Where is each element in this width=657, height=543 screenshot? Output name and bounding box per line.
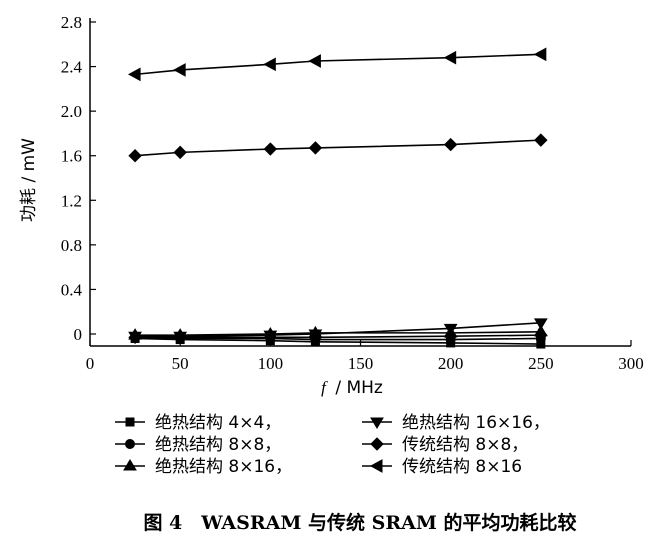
data-point (173, 145, 187, 160)
axes (89, 18, 631, 347)
legend-marker (370, 437, 384, 451)
legend-label: 绝热结构 8×16， (155, 457, 292, 477)
series-5 (128, 47, 547, 82)
data-point (308, 54, 321, 68)
legend-entry: 绝热结构 8×16， (115, 457, 292, 477)
series-line (135, 139, 541, 157)
legend-entry: 绝热结构 4×4， (115, 413, 281, 433)
data-point (173, 328, 188, 340)
data-point (533, 318, 548, 330)
legend-entry: 传统结构 8×16 (362, 457, 522, 477)
y-tick-label: 1.2 (61, 191, 82, 210)
data-point (308, 325, 323, 338)
legend-label: 绝热结构 16×16， (402, 413, 550, 433)
legend: 绝热结构 4×4， 绝热结构 16×16， 绝热结构 8×8， 传统结构 8×8， 绝热… (115, 413, 550, 477)
y-tick-label: 2.8 (61, 13, 82, 32)
x-axis-label: f / MHz (321, 378, 383, 398)
series-layer (128, 47, 548, 349)
data-point (443, 50, 457, 65)
data-point (128, 328, 142, 340)
data-point (263, 327, 278, 339)
x-tick-label: 250 (528, 354, 554, 373)
y-tick-label: 0 (74, 325, 83, 344)
data-point (533, 47, 547, 62)
x-tick-label: 200 (438, 354, 464, 373)
y-tick-label: 2.4 (61, 58, 83, 77)
y-tick-label: 2.0 (61, 102, 82, 121)
legend-marker (369, 459, 383, 473)
data-point (263, 142, 278, 156)
legend-entry: 绝热结构 8×8， (115, 435, 281, 455)
data-point (173, 63, 186, 77)
data-point (128, 67, 141, 82)
data-point (443, 137, 458, 152)
y-tick-label: 0.8 (61, 236, 82, 255)
figure-caption: 图 4 WASRAM 与传统 SRAM 的平均功耗比较 (143, 511, 576, 534)
legend-entry: 绝热结构 16×16， (362, 413, 550, 433)
legend-label: 传统结构 8×16 (402, 457, 522, 477)
series-line (135, 336, 541, 341)
x-tick-label: 150 (348, 354, 374, 373)
data-point (128, 149, 142, 163)
y-tick-label: 0.4 (61, 280, 83, 299)
x-tick-label: 300 (618, 354, 644, 373)
y-tick-label: 1.6 (61, 147, 82, 166)
legend-marker (370, 417, 384, 429)
series-4 (128, 324, 548, 340)
ticks: 0 0.4 0.8 1.2 1.6 2.0 2.4 2.8 0 50 100 150 200 250 300 (61, 13, 644, 373)
legend-marker (125, 439, 135, 449)
x-tick-label: 50 (172, 354, 189, 373)
legend-marker (125, 417, 135, 427)
data-point (308, 141, 323, 155)
data-point (263, 57, 276, 72)
y-axis-label: 功耗 / mW (19, 138, 39, 222)
series-line (135, 337, 541, 345)
data-point (533, 324, 548, 337)
legend-label: 绝热结构 8×8， (155, 435, 281, 455)
data-point (534, 133, 548, 147)
series-line (135, 330, 541, 336)
series-line (135, 334, 541, 339)
legend-marker (123, 459, 137, 471)
series-line (135, 53, 541, 76)
legend-label: 传统结构 8×8， (402, 435, 528, 455)
x-tick-label: 0 (86, 354, 95, 373)
legend-entry: 传统结构 8×8， (362, 435, 528, 455)
x-axis-unit: / MHz (335, 378, 383, 398)
x-tick-label: 100 (258, 354, 284, 373)
series-line (135, 322, 541, 338)
x-axis-variable: f (321, 378, 328, 397)
data-point (443, 325, 458, 338)
series-6 (128, 133, 548, 163)
legend-label: 绝热结构 4×4， (155, 413, 281, 433)
